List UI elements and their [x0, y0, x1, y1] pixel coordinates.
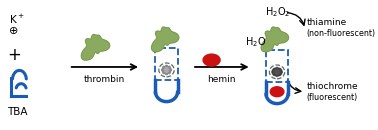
- Circle shape: [273, 73, 276, 76]
- Text: (fluorescent): (fluorescent): [307, 93, 358, 102]
- Text: H$_2$O$_2$: H$_2$O$_2$: [265, 6, 291, 20]
- Circle shape: [163, 66, 165, 69]
- Circle shape: [272, 71, 274, 73]
- Ellipse shape: [270, 87, 284, 97]
- Text: ⊕: ⊕: [9, 26, 19, 36]
- Circle shape: [168, 66, 170, 69]
- Text: (non-fluorescent): (non-fluorescent): [307, 29, 376, 38]
- Text: K$^+$: K$^+$: [9, 13, 25, 26]
- Polygon shape: [81, 34, 110, 60]
- Text: TBA: TBA: [8, 107, 28, 117]
- Circle shape: [164, 67, 169, 72]
- Circle shape: [166, 65, 167, 68]
- Text: hemin: hemin: [208, 75, 236, 84]
- Ellipse shape: [272, 68, 282, 76]
- Text: thiamine: thiamine: [307, 18, 347, 27]
- Circle shape: [273, 68, 276, 71]
- Circle shape: [169, 69, 171, 71]
- Polygon shape: [261, 27, 288, 52]
- Circle shape: [276, 67, 278, 70]
- Circle shape: [162, 69, 164, 71]
- Text: thiochrome: thiochrome: [307, 82, 358, 91]
- Circle shape: [166, 72, 167, 75]
- Text: +: +: [8, 46, 22, 64]
- Circle shape: [279, 73, 281, 76]
- Circle shape: [279, 68, 281, 71]
- Text: H$_2$O: H$_2$O: [245, 35, 266, 49]
- Polygon shape: [152, 27, 179, 52]
- Ellipse shape: [203, 54, 220, 66]
- Circle shape: [276, 74, 278, 77]
- Circle shape: [275, 69, 279, 74]
- Circle shape: [168, 71, 170, 74]
- Circle shape: [280, 71, 282, 73]
- Circle shape: [163, 71, 165, 74]
- Text: thrombin: thrombin: [84, 75, 125, 84]
